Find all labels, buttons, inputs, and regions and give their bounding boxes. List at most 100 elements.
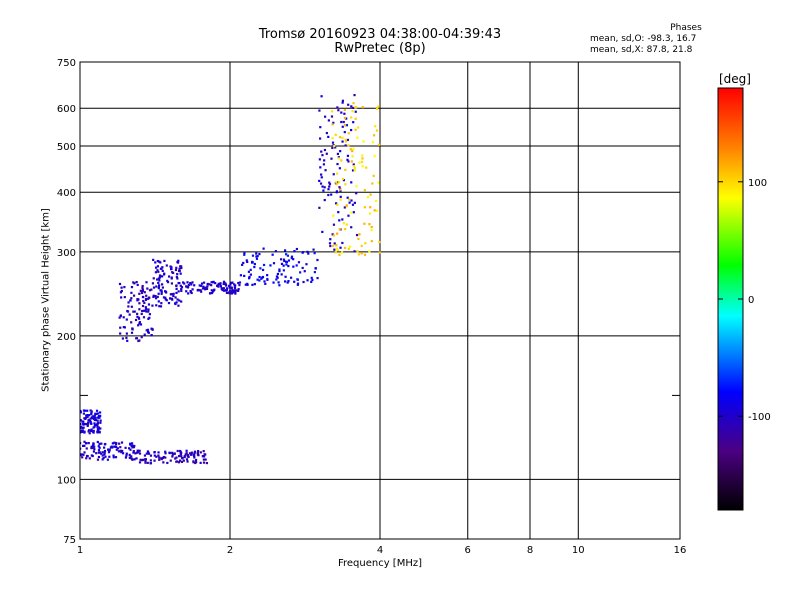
colorbar-tick-label: 100 <box>748 178 767 189</box>
data-point <box>351 169 355 172</box>
data-point <box>340 159 343 162</box>
data-point <box>348 245 352 248</box>
data-point <box>230 286 233 289</box>
data-point <box>221 288 224 292</box>
data-point <box>132 451 135 454</box>
data-point <box>341 218 344 221</box>
x-tick-label: 1 <box>77 545 83 556</box>
data-point <box>193 456 196 459</box>
data-point <box>216 284 219 287</box>
data-point <box>378 240 381 244</box>
data-point <box>282 269 285 272</box>
data-point <box>146 461 149 464</box>
data-point <box>158 456 161 459</box>
data-point <box>331 137 334 140</box>
data-point <box>81 420 84 423</box>
data-point <box>87 441 90 445</box>
data-point <box>274 250 278 253</box>
data-point <box>322 163 326 166</box>
data-point <box>146 450 150 453</box>
data-point <box>179 272 182 275</box>
data-point <box>231 291 234 295</box>
data-point <box>162 461 165 464</box>
data-point <box>222 289 226 292</box>
data-point <box>131 446 134 449</box>
data-point <box>253 283 256 286</box>
data-point <box>163 259 166 263</box>
data-point <box>329 238 332 241</box>
data-point <box>97 449 101 452</box>
data-point <box>177 269 181 272</box>
data-point <box>129 443 132 446</box>
data-point <box>187 455 190 458</box>
data-point <box>335 244 338 247</box>
data-point <box>177 304 180 307</box>
data-point <box>102 446 106 449</box>
data-point <box>260 277 263 280</box>
data-point <box>204 453 207 456</box>
data-point <box>371 182 374 185</box>
data-point <box>139 458 142 461</box>
y-tick-label: 500 <box>57 142 76 153</box>
data-point <box>152 277 155 280</box>
data-point <box>86 415 89 418</box>
data-point <box>155 285 158 288</box>
data-point <box>99 427 102 430</box>
data-point <box>352 102 355 105</box>
data-point <box>139 323 143 326</box>
data-point <box>340 111 343 114</box>
data-point <box>335 180 338 183</box>
data-point <box>283 249 287 252</box>
data-point <box>307 252 310 255</box>
data-point <box>269 264 272 267</box>
data-point <box>353 250 356 253</box>
data-point <box>343 124 347 127</box>
data-point <box>280 262 284 265</box>
data-point <box>336 232 339 235</box>
data-point <box>107 448 110 451</box>
data-point <box>161 286 164 289</box>
data-point <box>293 280 296 283</box>
data-point <box>205 461 209 465</box>
data-point <box>235 289 238 292</box>
data-point <box>164 298 167 301</box>
data-point <box>152 286 156 289</box>
data-point <box>125 336 128 339</box>
data-point <box>228 284 231 288</box>
data-point <box>365 166 368 169</box>
data-point <box>80 442 82 445</box>
data-point <box>377 143 381 146</box>
data-point <box>363 206 366 209</box>
data-point <box>113 445 116 448</box>
data-point <box>191 281 194 284</box>
data-point <box>320 150 323 153</box>
data-point <box>190 283 193 286</box>
data-point <box>186 454 190 457</box>
data-point <box>377 181 380 184</box>
data-point <box>199 289 202 292</box>
data-point <box>170 267 173 271</box>
data-point <box>342 222 345 225</box>
data-point <box>360 244 363 248</box>
data-point <box>375 129 379 132</box>
data-point <box>363 188 366 192</box>
data-point <box>234 290 237 293</box>
data-point <box>330 157 333 160</box>
data-point <box>341 177 345 181</box>
data-point <box>138 292 141 295</box>
data-point <box>83 440 86 443</box>
data-point <box>112 454 115 457</box>
data-point <box>352 211 355 214</box>
data-point <box>178 282 181 285</box>
data-point <box>337 156 340 159</box>
data-point <box>368 250 371 253</box>
data-point <box>224 289 227 292</box>
data-point <box>157 292 160 295</box>
data-point <box>185 452 188 455</box>
data-point <box>94 412 97 415</box>
data-point <box>357 126 360 129</box>
data-point <box>99 421 102 424</box>
data-point <box>80 453 83 456</box>
data-point <box>280 273 283 276</box>
